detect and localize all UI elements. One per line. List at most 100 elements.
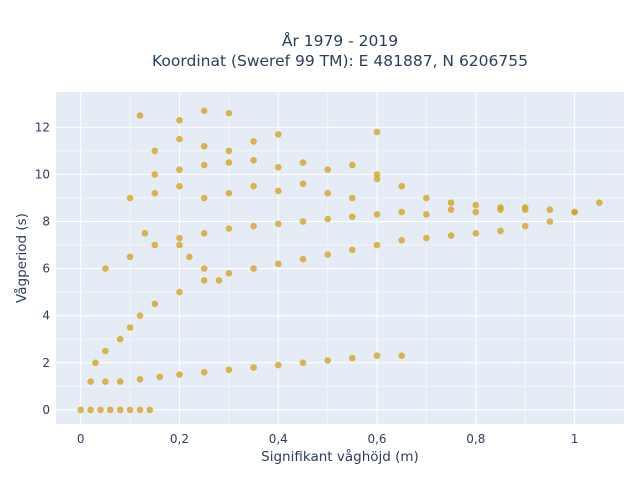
data-point: [250, 265, 257, 272]
x-tick-label: 1: [571, 432, 579, 446]
data-point: [596, 199, 603, 206]
data-point: [151, 171, 159, 178]
data-point: [225, 189, 233, 197]
data-point: [373, 241, 381, 249]
y-tick-label: 0: [42, 403, 50, 417]
data-point: [275, 164, 282, 171]
data-point: [349, 246, 356, 254]
data-point: [299, 255, 307, 263]
data-point: [200, 194, 208, 202]
data-point: [324, 215, 332, 223]
data-point: [225, 159, 233, 166]
data-point: [151, 189, 159, 197]
data-point: [571, 208, 578, 216]
y-tick-label: 2: [42, 356, 50, 370]
data-point: [176, 241, 183, 249]
data-point: [299, 218, 307, 225]
data-point: [200, 265, 208, 272]
y-tick-label: 10: [35, 167, 50, 181]
y-tick-label: 12: [35, 120, 50, 134]
data-point: [250, 182, 257, 190]
data-point: [423, 194, 430, 202]
data-point: [497, 227, 504, 235]
data-point: [126, 324, 134, 331]
data-point: [116, 406, 124, 414]
x-tick-labels: 0 0,2 0,4 0,6 0,8 1: [77, 432, 579, 446]
data-point: [176, 182, 183, 190]
data-point: [324, 189, 332, 197]
data-point: [92, 359, 99, 367]
data-point: [299, 359, 307, 367]
data-point: [398, 182, 406, 190]
data-point: [349, 213, 356, 221]
data-point: [176, 371, 183, 378]
data-point: [447, 206, 455, 213]
data-point: [225, 366, 233, 374]
data-point: [136, 406, 144, 414]
data-point: [97, 406, 104, 414]
data-point: [77, 406, 84, 414]
data-point: [102, 347, 109, 355]
data-point: [126, 253, 134, 261]
data-point: [126, 194, 134, 202]
data-point: [398, 208, 406, 216]
data-point: [116, 335, 124, 343]
data-point: [107, 406, 114, 414]
data-point: [349, 354, 356, 362]
data-point: [546, 206, 554, 213]
y-axis-label: Vågperiod (s): [13, 213, 30, 303]
scatter-points: [77, 107, 603, 414]
data-point: [398, 352, 406, 360]
data-point: [324, 166, 332, 173]
data-point: [87, 406, 94, 414]
data-point: [349, 161, 356, 169]
data-point: [200, 142, 208, 150]
data-point: [126, 406, 134, 414]
data-point: [373, 352, 381, 360]
data-point: [215, 277, 223, 284]
plot-area: [56, 92, 624, 424]
data-point: [275, 220, 282, 228]
data-point: [250, 157, 257, 164]
x-tick-label: 0,2: [170, 432, 189, 446]
data-point: [472, 201, 480, 209]
data-point: [176, 288, 183, 296]
data-point: [200, 107, 208, 115]
data-point: [176, 117, 183, 124]
data-point: [250, 222, 257, 230]
data-point: [200, 277, 208, 284]
data-point: [87, 378, 94, 385]
data-point: [472, 208, 480, 216]
data-point: [299, 159, 307, 166]
data-point: [225, 109, 233, 117]
data-point: [250, 364, 257, 371]
data-point: [136, 112, 144, 119]
data-point: [349, 194, 356, 202]
x-axis-label: Signifikant våghöjd (m): [261, 448, 419, 465]
data-point: [146, 406, 154, 414]
data-point: [497, 204, 504, 211]
data-point: [225, 147, 233, 155]
data-point: [423, 211, 430, 218]
data-point: [136, 376, 144, 383]
data-point: [186, 253, 193, 261]
data-point: [275, 131, 282, 138]
x-tick-label: 0,8: [466, 432, 485, 446]
x-tick-label: 0,4: [269, 432, 288, 446]
x-tick-label: 0,6: [367, 432, 386, 446]
data-point: [250, 138, 257, 145]
chart-title-line-2: Koordinat (Sweref 99 TM): E 481887, N 62…: [152, 52, 528, 70]
data-point: [299, 180, 307, 188]
data-point: [398, 237, 406, 244]
data-point: [373, 175, 381, 183]
data-point: [176, 234, 183, 242]
data-point: [373, 171, 381, 178]
data-point: [373, 128, 381, 136]
data-point: [102, 265, 109, 272]
data-point: [521, 206, 529, 213]
y-tick-labels: 0 2 4 6 8 10 12: [35, 120, 50, 417]
data-point: [176, 135, 183, 143]
data-point: [324, 357, 332, 364]
data-point: [141, 230, 149, 237]
data-point: [176, 166, 183, 173]
